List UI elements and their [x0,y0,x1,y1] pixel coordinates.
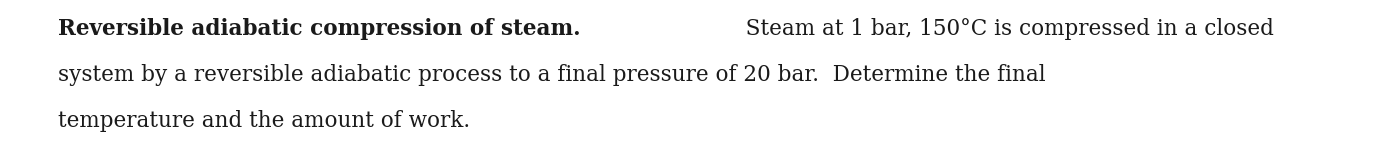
Text: Steam at 1 bar, 150°C is compressed in a closed: Steam at 1 bar, 150°C is compressed in a… [733,18,1275,40]
Text: Reversible adiabatic compression of steam.: Reversible adiabatic compression of stea… [59,18,581,40]
Text: system by a reversible adiabatic process to a final pressure of 20 bar.  Determi: system by a reversible adiabatic process… [59,64,1046,86]
Text: temperature and the amount of work.: temperature and the amount of work. [59,110,470,132]
